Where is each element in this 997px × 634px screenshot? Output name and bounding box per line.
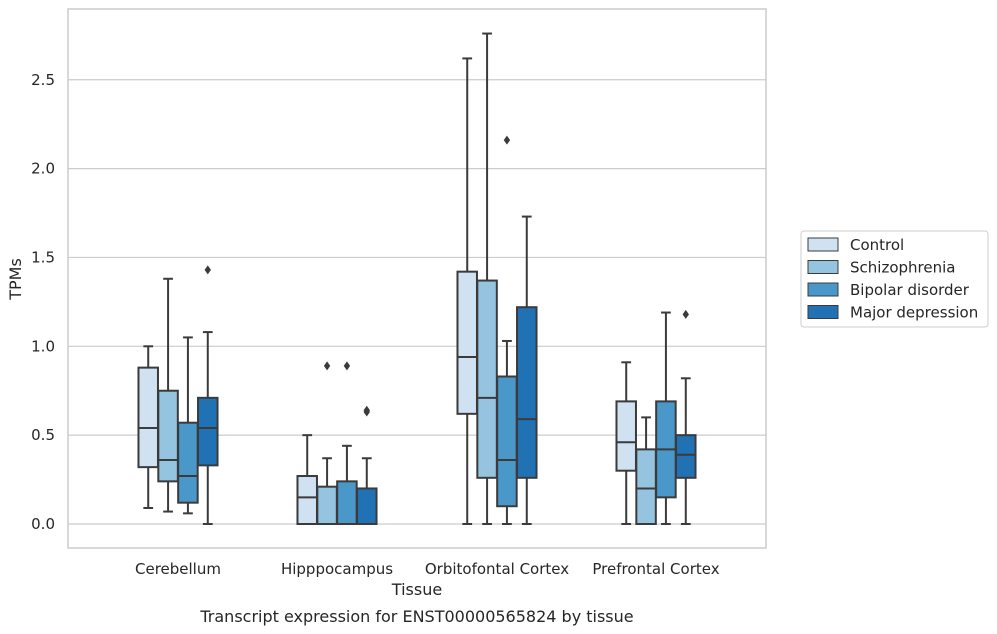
box-control [296,434,318,525]
box-body [296,475,318,525]
box-major-depression [197,265,219,525]
x-tick-labels: Cerebellum Hipppocampus Orbitofontal Corte… [135,560,720,578]
x-tick-label: Prefrontal Cortex [592,560,719,578]
box-body [516,306,538,479]
y-tick-label: 2.5 [31,71,55,89]
box-major-depression [516,215,538,525]
outlier-point [363,405,370,415]
box-body [137,366,159,469]
box-body [157,389,179,483]
x-tick-label: Cerebellum [135,560,221,578]
legend-swatch [807,305,839,319]
box-body [635,448,657,525]
box-groups [137,32,697,526]
y-tick-label: 1.5 [31,248,55,266]
outlier-point [682,309,689,319]
box-schizophrenia [316,361,338,526]
box-major-depression [356,405,378,525]
y-tick-labels: 0.0 0.5 1.0 1.5 2.0 2.5 [31,71,55,533]
box-body [476,279,498,479]
box-schizophrenia [476,32,498,525]
y-tick-label: 0.0 [31,515,55,533]
y-tick-label: 2.0 [31,160,55,178]
box-schizophrenia [157,277,179,513]
chart-caption: Transcript expression for ENST0000056582… [199,607,633,626]
outlier-point [323,361,331,371]
legend-label: Control [850,236,904,254]
box-body [336,480,358,525]
box-body [177,421,199,504]
legend-label: Bipolar disorder [850,281,970,299]
box-control [137,345,159,510]
y-tick-label: 0.5 [31,426,55,444]
y-tick-label: 1.0 [31,337,55,355]
legend: Control Schizophrenia Bipolar disorder Majo… [800,230,989,328]
plot-frame [67,8,767,549]
box-major-depression [675,309,697,525]
outlier-point [503,135,511,145]
box-body [675,434,697,479]
outlier-point [343,361,351,371]
legend-swatch [807,282,839,297]
legend-swatch [807,237,839,252]
x-axis-label: Tissue [391,580,442,599]
legend-frame [800,230,989,328]
legend-label: Major depression [850,304,978,322]
box-body [456,270,478,415]
outlier-point [204,265,211,275]
box-body [197,396,219,467]
box-control [615,361,637,525]
x-tick-label: Hipppocampus [281,560,393,578]
box-body [316,485,338,526]
y-axis-label: TPMs [6,258,25,301]
box-body [356,487,378,525]
box-body [496,375,518,508]
legend-label: Schizophrenia [850,259,955,277]
legend-swatch [807,260,839,274]
box-body [615,400,637,472]
x-tick-label: Orbitofontal Cortex [425,560,569,578]
